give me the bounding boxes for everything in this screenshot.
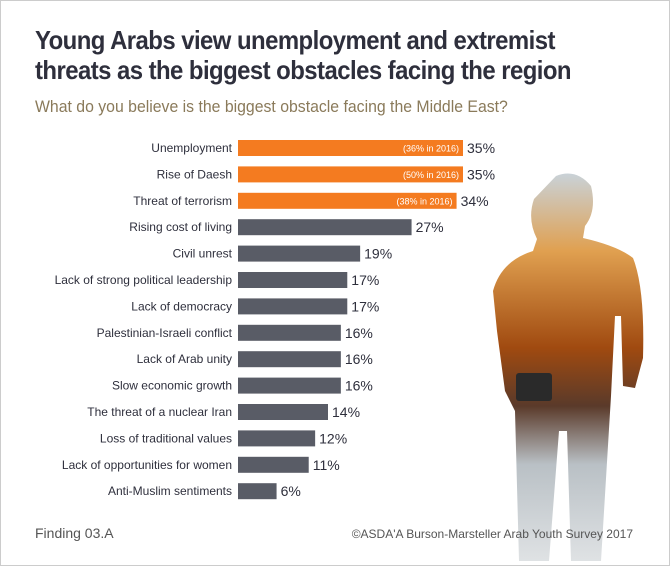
value-label: 16%: [345, 351, 373, 367]
bar: [238, 456, 309, 473]
category-label: Anti-Muslim sentiments: [108, 484, 232, 498]
value-label: 17%: [351, 298, 379, 314]
value-label: 17%: [351, 272, 379, 288]
category-label: Rise of Daesh: [157, 167, 232, 181]
prior-year-note: (36% in 2016): [403, 144, 459, 154]
bar: [238, 404, 328, 420]
bar: [238, 430, 316, 447]
value-label: 16%: [345, 378, 373, 394]
finding-label: Finding 03.A: [35, 525, 114, 541]
category-label: Lack of strong political leadership: [55, 273, 233, 287]
bar: [238, 298, 348, 315]
category-label: Slow economic growth: [112, 379, 232, 393]
value-label: 16%: [345, 325, 373, 341]
prior-year-note: (38% in 2016): [397, 196, 453, 206]
category-label: Civil unrest: [173, 247, 233, 261]
bar: [238, 351, 341, 368]
category-label: Lack of democracy: [131, 299, 232, 313]
category-label: The threat of a nuclear Iran: [87, 405, 232, 419]
bar: [238, 483, 277, 500]
category-label: Rising cost of living: [129, 220, 232, 234]
value-label: 34%: [461, 193, 489, 209]
chart-subtitle: What do you believe is the biggest obsta…: [35, 97, 508, 116]
value-label: 12%: [319, 430, 347, 446]
bar: [238, 140, 463, 156]
value-label: 14%: [332, 404, 360, 420]
bar: [238, 219, 412, 236]
source-credit: ©ASDA'A Burson-Marsteller Arab Youth Sur…: [351, 527, 633, 541]
value-label: 11%: [313, 457, 340, 473]
bar: [238, 245, 361, 262]
value-label: 6%: [281, 483, 301, 499]
bar: [238, 166, 463, 183]
bar: [238, 272, 348, 288]
category-label: Unemployment: [151, 141, 232, 155]
category-label: Palestinian-Israeli conflict: [97, 326, 233, 340]
chart-title: Young Arabs view unemployment and extrem…: [35, 25, 572, 85]
bar: [238, 377, 341, 394]
bar: [238, 192, 457, 209]
category-label: Threat of terrorism: [133, 194, 232, 208]
category-label: Lack of opportunities for women: [62, 458, 232, 472]
value-label: 19%: [364, 246, 392, 262]
value-label: 35%: [467, 166, 495, 182]
category-label: Loss of traditional values: [100, 431, 232, 445]
person-silhouette-image: [493, 173, 644, 562]
value-label: 35%: [467, 140, 495, 156]
category-label: Lack of Arab unity: [137, 352, 232, 366]
value-label: 27%: [416, 219, 444, 235]
briefcase-icon: [516, 373, 552, 401]
prior-year-note: (50% in 2016): [403, 170, 459, 180]
bar: [238, 324, 341, 341]
